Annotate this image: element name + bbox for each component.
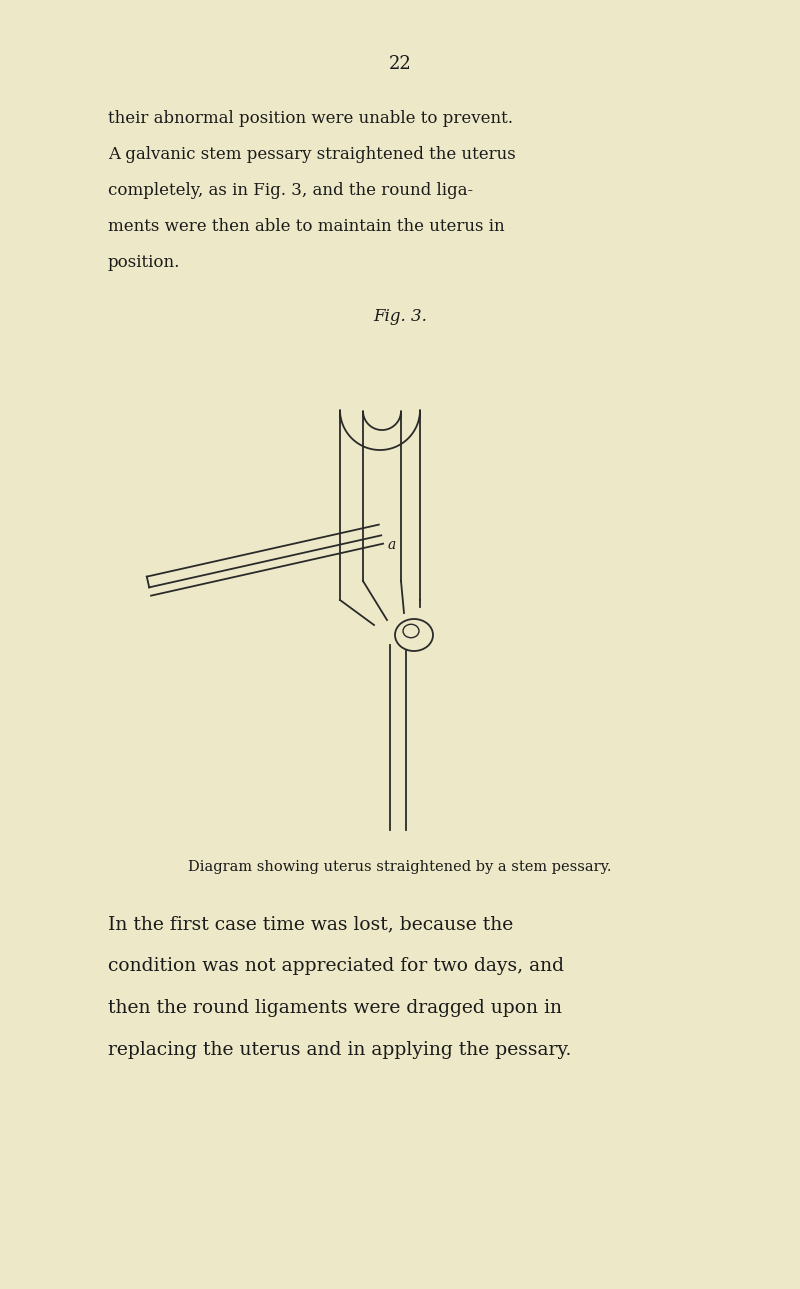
Ellipse shape [403,624,419,638]
Text: Fig. 3.: Fig. 3. [373,308,427,325]
Text: In the first case time was lost, because the: In the first case time was lost, because… [108,915,514,933]
Text: position.: position. [108,254,180,271]
Text: their abnormal position were unable to prevent.: their abnormal position were unable to p… [108,110,513,128]
Text: then the round ligaments were dragged upon in: then the round ligaments were dragged up… [108,999,562,1017]
Text: replacing the uterus and in applying the pessary.: replacing the uterus and in applying the… [108,1042,571,1060]
Text: a: a [388,538,396,552]
Text: completely, as in Fig. 3, and the round liga-: completely, as in Fig. 3, and the round … [108,182,473,199]
Text: condition was not appreciated for two days, and: condition was not appreciated for two da… [108,956,564,974]
Text: 22: 22 [389,55,411,73]
Text: Diagram showing uterus straightened by a stem pessary.: Diagram showing uterus straightened by a… [188,860,612,874]
Ellipse shape [395,619,433,651]
Text: A galvanic stem pessary straightened the uterus: A galvanic stem pessary straightened the… [108,146,516,162]
Text: ments were then able to maintain the uterus in: ments were then able to maintain the ute… [108,218,505,235]
